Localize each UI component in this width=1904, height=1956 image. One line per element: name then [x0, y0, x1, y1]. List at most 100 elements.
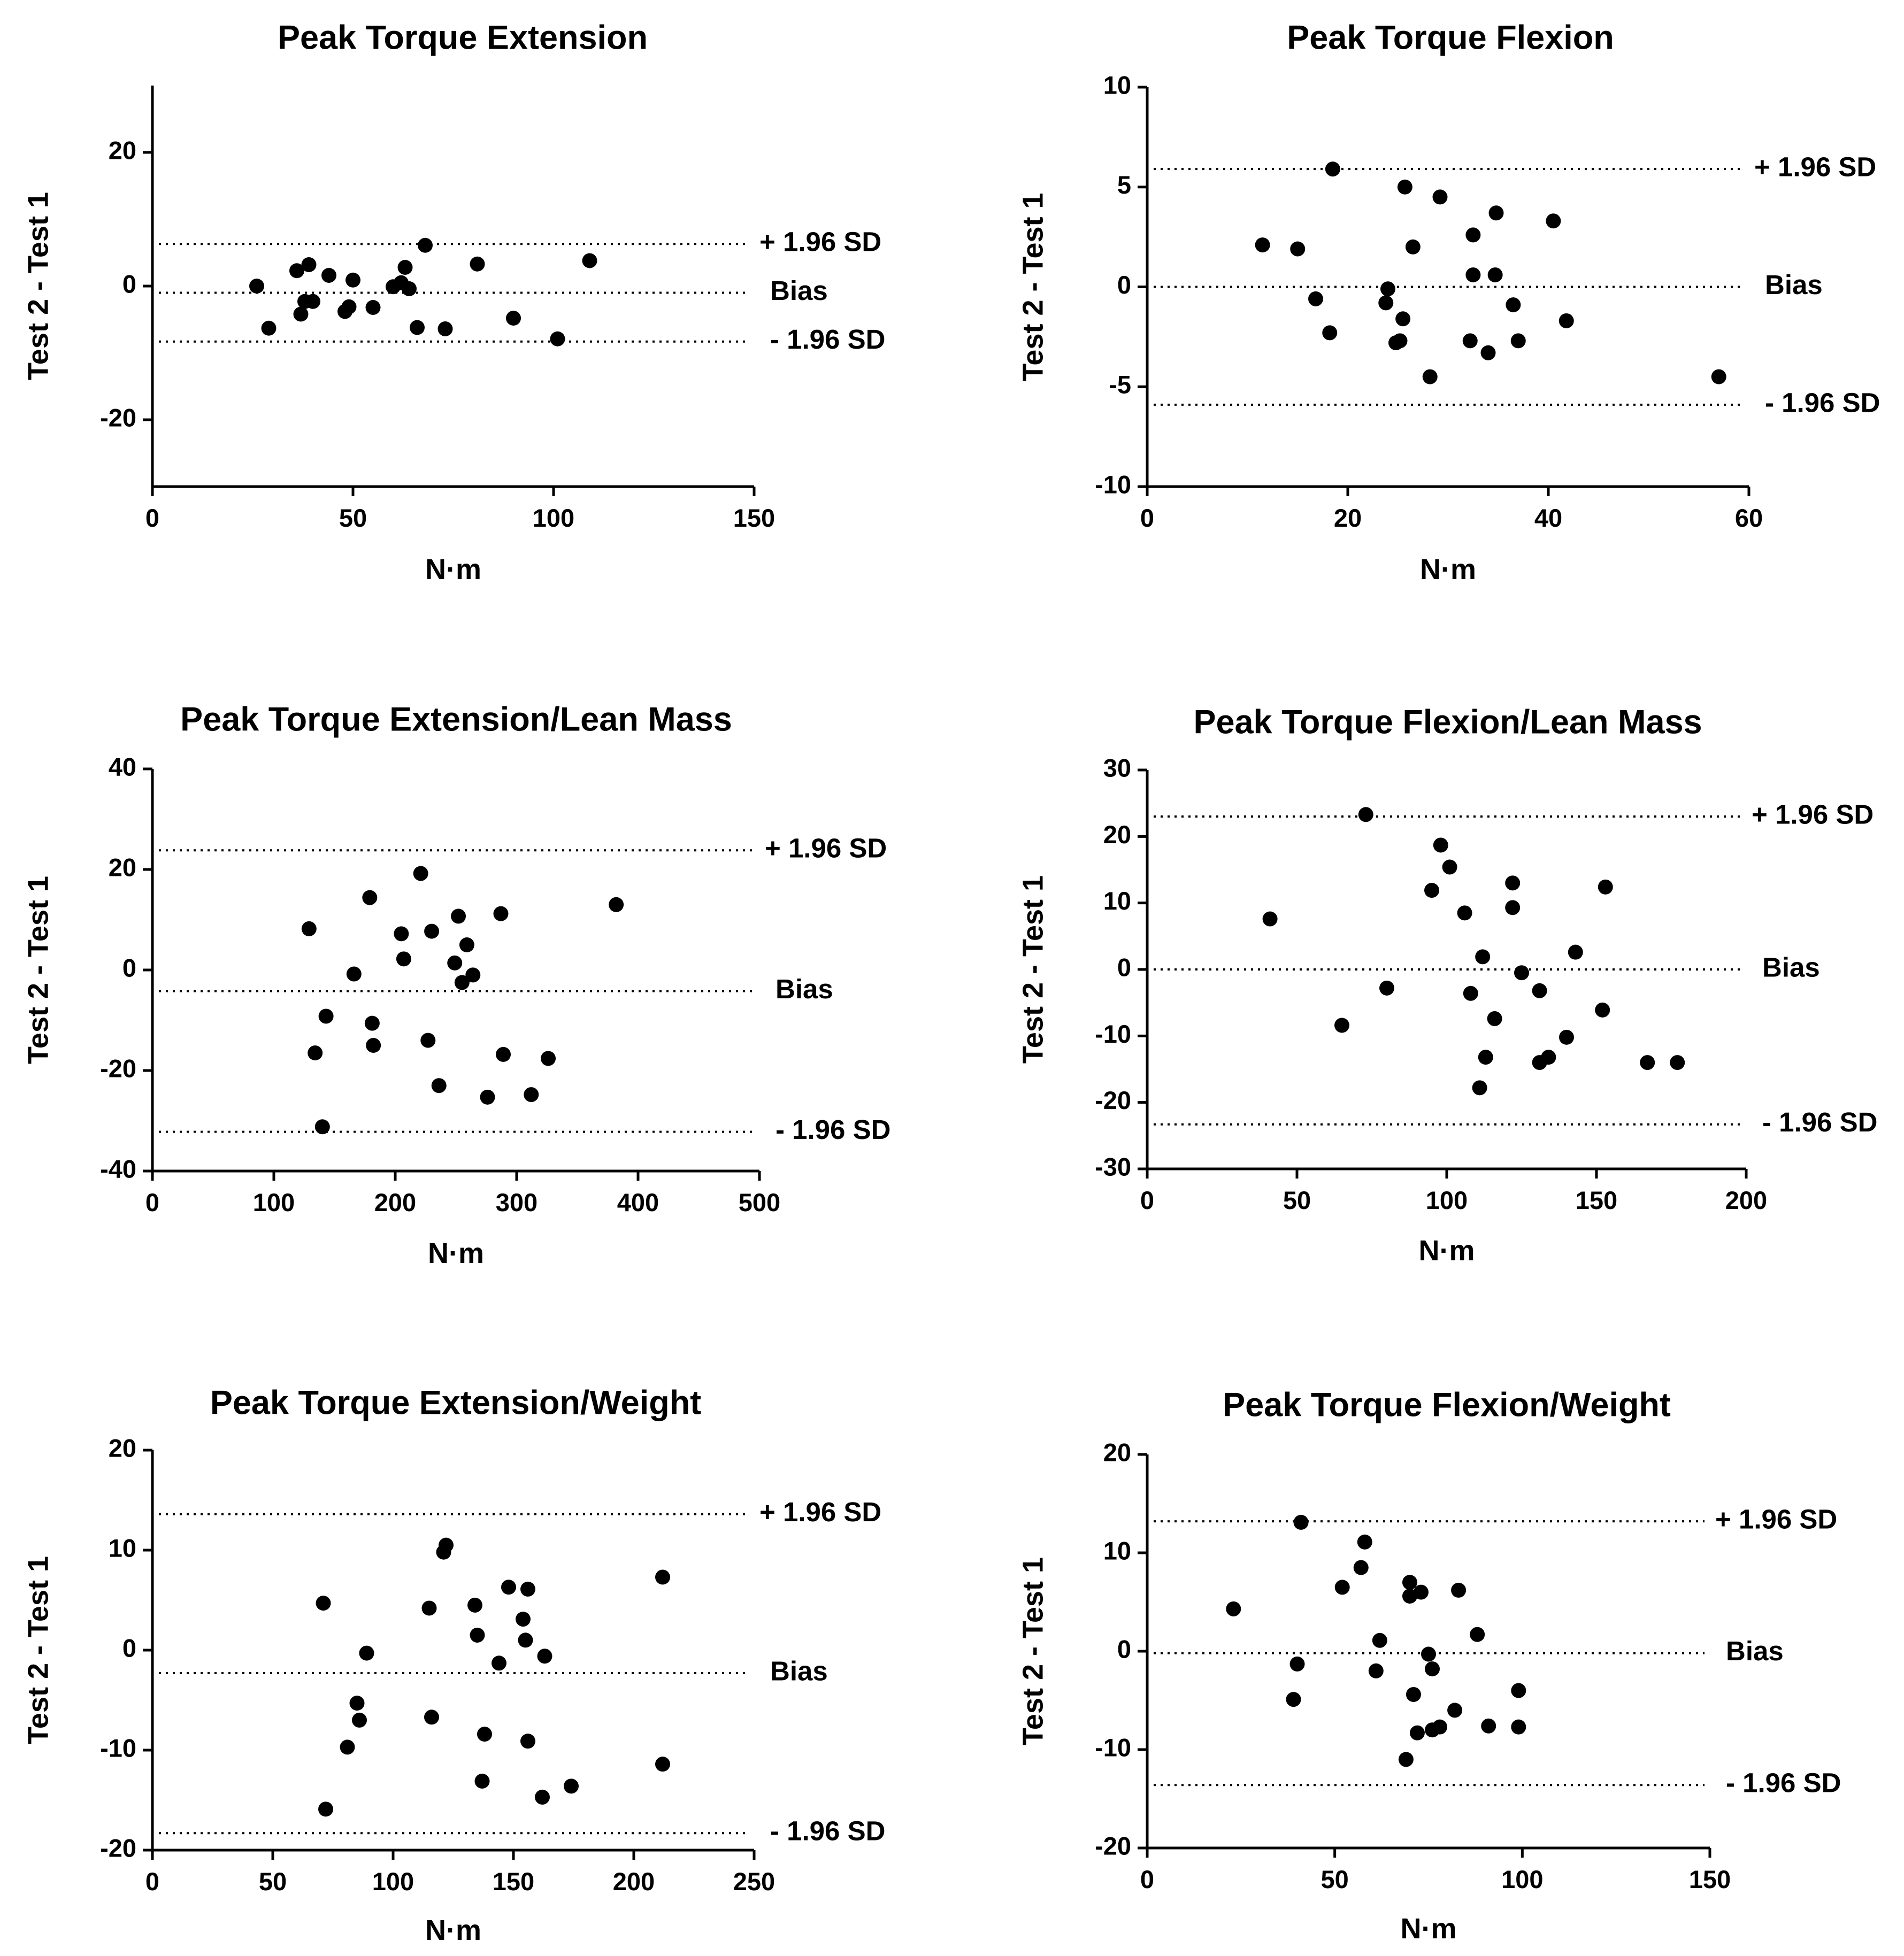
x-tick-label: 150	[1576, 1186, 1617, 1214]
data-point	[352, 1712, 367, 1728]
data-point	[1711, 369, 1726, 384]
panel-4: Peak Torque Flexion/Lean Mass -30 -20 -10 0 1…	[1017, 704, 1877, 1267]
x-tick-label: 400	[617, 1188, 659, 1216]
x-axis-label: N·m	[1401, 1913, 1457, 1945]
data-point	[541, 1051, 556, 1066]
panel-5: Peak Torque Extension/Weight-20-10010200…	[22, 1384, 885, 1946]
data-point	[1451, 1582, 1467, 1598]
data-point	[1510, 333, 1526, 349]
data-point	[308, 1045, 323, 1061]
bias-label: Bias	[1762, 952, 1820, 982]
bias-label: Bias	[1765, 269, 1823, 300]
y-tick-label: -30	[1095, 1152, 1131, 1181]
y-axis-label: Test 2 - Test 1	[1017, 192, 1049, 381]
data-point	[418, 237, 433, 253]
data-point	[397, 260, 413, 275]
data-point	[524, 1087, 539, 1103]
data-point	[1395, 311, 1411, 327]
data-point	[318, 1008, 334, 1024]
lower-limit-label: - 1.96 SD	[1762, 1107, 1877, 1137]
data-point	[582, 253, 597, 268]
x-tick-label: 50	[1321, 1865, 1349, 1893]
data-point	[1378, 295, 1394, 311]
y-tick-label: 10	[1103, 887, 1131, 915]
y-tick-label: 20	[1103, 1438, 1131, 1466]
data-point	[1463, 985, 1478, 1001]
data-point	[1290, 241, 1306, 257]
data-point	[424, 923, 440, 939]
data-point	[1409, 1725, 1425, 1741]
data-point	[1325, 161, 1340, 177]
data-point	[1406, 1687, 1421, 1702]
data-point	[1372, 1632, 1387, 1648]
data-point	[365, 300, 381, 315]
data-point	[1505, 900, 1521, 915]
data-point	[496, 1046, 511, 1062]
data-point	[1558, 313, 1574, 328]
data-point	[1598, 879, 1613, 895]
lower-limit-label: - 1.96 SD	[770, 324, 885, 355]
data-point	[366, 1038, 381, 1053]
data-point	[413, 866, 428, 881]
bias-label: Bias	[776, 974, 833, 1004]
y-axis-label: Test 2 - Test 1	[22, 192, 54, 380]
y-tick-label: -20	[1095, 1831, 1131, 1860]
x-tick-label: 150	[733, 504, 775, 532]
data-point	[1379, 980, 1394, 996]
data-point	[289, 263, 304, 279]
x-tick-label: 300	[496, 1188, 538, 1216]
x-tick-label: 40	[1534, 504, 1562, 532]
x-tick-label: 150	[1689, 1865, 1731, 1893]
x-axis-label: N·m	[1419, 1235, 1475, 1267]
data-point	[537, 1649, 552, 1664]
data-point	[402, 281, 417, 296]
data-point	[474, 1773, 490, 1789]
data-point	[518, 1632, 533, 1648]
y-tick-label: -20	[1095, 1086, 1131, 1114]
data-point	[1357, 1534, 1372, 1550]
panel-2: Peak Torque Flexion -10 -5 0 5 10 0 20 40 60 N·m Te…	[1017, 19, 1880, 586]
y-tick-label: -20	[100, 1834, 136, 1862]
data-point	[1447, 1703, 1463, 1718]
data-point	[420, 1033, 436, 1048]
panel-6: Peak Torque Flexion/Weight -20 -10 0 10 20 0 50…	[1017, 1387, 1841, 1945]
data-point	[1262, 911, 1278, 927]
data-point	[465, 967, 481, 983]
x-tick-label: 500	[739, 1188, 780, 1216]
y-tick-label: 10	[1103, 71, 1131, 99]
bias-label: Bias	[770, 1655, 828, 1686]
data-point	[394, 926, 409, 942]
data-point	[346, 966, 362, 982]
data-point	[341, 299, 357, 314]
data-point	[1402, 1588, 1417, 1604]
x-tick-label: 100	[1426, 1186, 1468, 1214]
upper-limit-label: + 1.96 SD	[1715, 1504, 1837, 1535]
upper-limit-label: + 1.96 SD	[1754, 152, 1876, 182]
data-point	[459, 937, 474, 952]
data-point	[1413, 1584, 1429, 1600]
panel-3: Peak Torque Extension/Lean Mass -40 -20 0 20…	[22, 701, 890, 1269]
data-point	[1358, 807, 1373, 822]
y-tick-label: -40	[100, 1154, 136, 1183]
data-point	[249, 279, 264, 294]
data-point	[1402, 1575, 1417, 1590]
x-axis-label: N·m	[428, 1237, 484, 1269]
data-point	[454, 975, 470, 990]
y-tick-label: 5	[1117, 171, 1131, 199]
data-point	[1433, 837, 1448, 853]
chart-title: Peak Torque Extension/Lean Mass	[180, 701, 732, 738]
data-point	[359, 1645, 374, 1661]
data-point	[1457, 905, 1472, 921]
chart-title: Peak Torque Extension/Weight	[210, 1384, 701, 1422]
x-tick-label: 0	[145, 504, 159, 532]
y-tick-label: 20	[109, 136, 136, 164]
data-point	[550, 331, 565, 346]
data-point	[1334, 1580, 1350, 1595]
y-tick-label: 0	[1117, 271, 1131, 299]
data-point	[1422, 369, 1438, 384]
data-point	[261, 320, 277, 336]
data-point	[535, 1789, 550, 1805]
lower-limit-label: - 1.96 SD	[1765, 387, 1880, 418]
